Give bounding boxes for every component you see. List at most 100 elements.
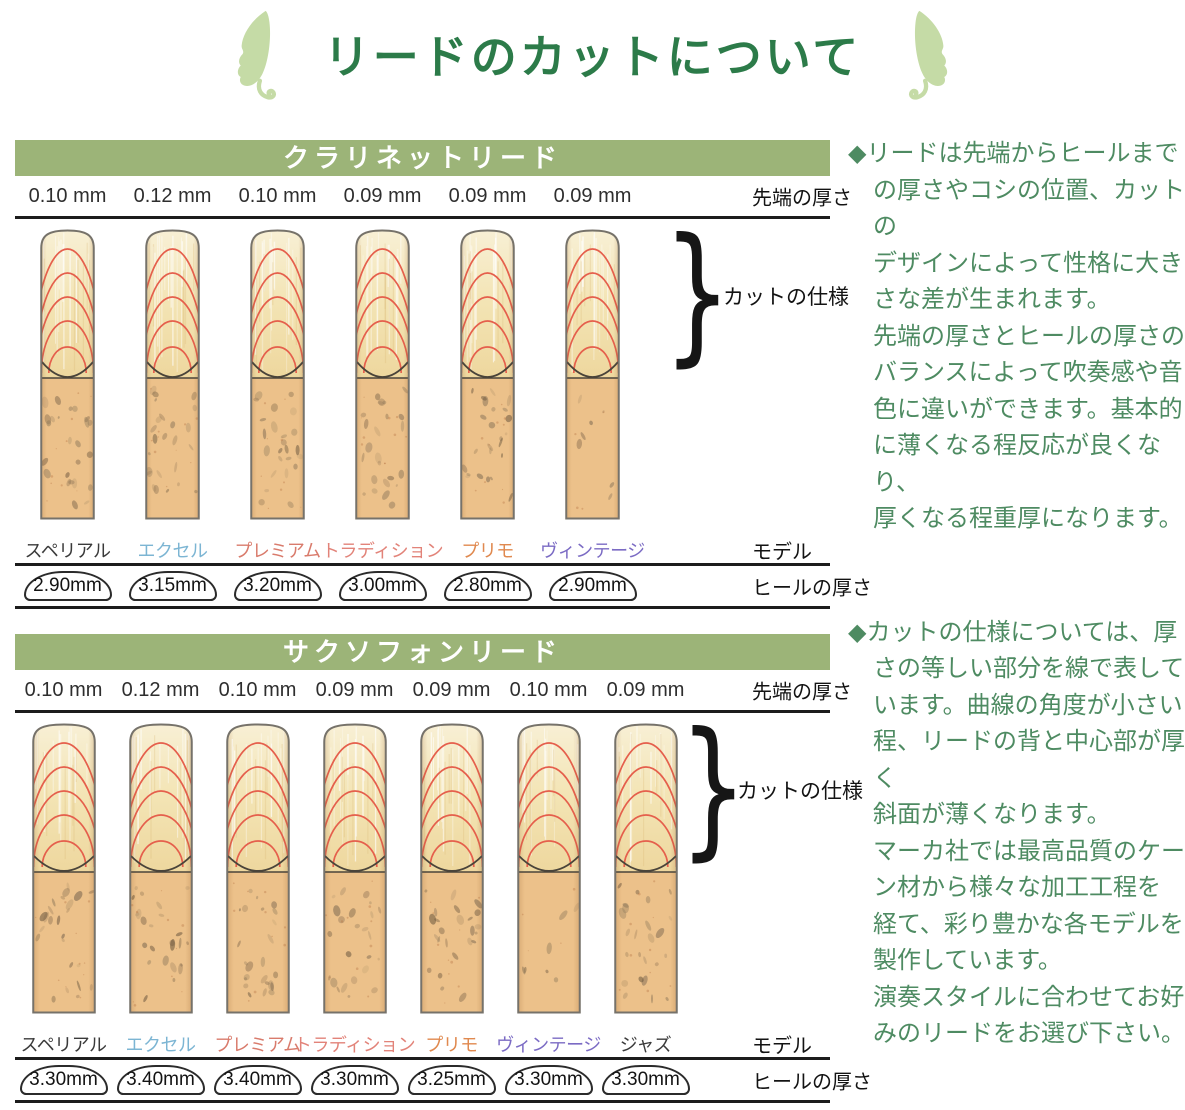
page-header: リードのカットについて xyxy=(0,8,1185,100)
reed-image xyxy=(516,723,581,1014)
heel-row: 3.30mm 3.40mm 3.40mm 3.30mm 3.25mm 3.30mm 3.30… xyxy=(15,1060,872,1100)
reed-image xyxy=(128,723,193,1014)
model-name: ヴィンテージ xyxy=(540,541,645,561)
reed-image xyxy=(613,723,678,1014)
model-name: プレミアム xyxy=(214,1035,301,1055)
heel-thickness-value: 3.30mm xyxy=(19,1065,108,1095)
heel-thickness-value: 3.00mm xyxy=(338,571,427,601)
heel-thickness-value: 2.90mm xyxy=(548,571,637,601)
tip-thickness-value: 0.09 mm xyxy=(606,678,685,701)
model-name: プレミアム xyxy=(234,541,321,561)
tip-thickness-value: 0.10 mm xyxy=(238,184,317,207)
tip-row: 0.10 mm 0.12 mm 0.10 mm 0.09 mm 0.09 mm 0.10 … xyxy=(15,670,852,710)
reed-column xyxy=(500,722,597,1014)
note-cut-spec: ◆カットの仕様については、厚 さの等しい部分を線で表して います。曲線の角度が小… xyxy=(848,618,1185,1048)
heel-thickness-value: 3.40mm xyxy=(116,1065,205,1095)
reed-column xyxy=(306,722,403,1014)
cut-spec-brace: } xyxy=(679,701,748,875)
model-name: エクセル xyxy=(125,1035,197,1055)
note-reed-balance: ◆リードは先端からヒールまで の厚さやコシの位置、カットの デザインによって性格… xyxy=(848,140,1185,532)
reed-image xyxy=(225,723,290,1014)
tip-row: 0.10 mm 0.12 mm 0.10 mm 0.09 mm 0.09 mm 0.09 … xyxy=(15,176,852,216)
reed-image xyxy=(460,229,515,520)
model-name: プリモ xyxy=(425,1035,478,1055)
model-row: スペリアル エクセル プレミアム トラディション プリモ ヴィンテージ ジャズ モデル xyxy=(15,1031,830,1058)
divider xyxy=(15,606,830,609)
divider xyxy=(15,563,830,566)
divider xyxy=(15,1100,830,1103)
heel-thickness-value: 2.80mm xyxy=(443,571,532,601)
reed-column xyxy=(597,722,694,1014)
reed-column xyxy=(15,722,112,1014)
heel-thickness-value: 3.20mm xyxy=(233,571,322,601)
tip-thickness-value: 0.10 mm xyxy=(509,678,588,701)
tip-thickness-value: 0.10 mm xyxy=(218,678,297,701)
reed-column xyxy=(209,722,306,1014)
model-name: トラディション xyxy=(321,541,444,561)
model-name: エクセル xyxy=(137,541,209,561)
leaf-ornament-left-icon xyxy=(230,8,284,100)
heel-row-heading: ヒールの厚さ xyxy=(752,1071,872,1094)
model-row-heading: モデル xyxy=(752,541,812,564)
tip-thickness-value: 0.09 mm xyxy=(448,184,527,207)
tip-thickness-value: 0.10 mm xyxy=(28,184,107,207)
divider xyxy=(15,710,830,713)
reed-image xyxy=(40,229,95,520)
divider xyxy=(15,216,830,219)
notes-column: ◆リードは先端からヒールまで の厚さやコシの位置、カットの デザインによって性格… xyxy=(848,136,1185,1053)
model-row: スペリアル エクセル プレミアム トラディション プリモ ヴィンテージ モデル xyxy=(15,537,830,564)
heel-thickness-value: 3.30mm xyxy=(504,1065,593,1095)
cut-spec-label: カットの仕様 xyxy=(723,286,849,309)
tip-row-heading: 先端の厚さ xyxy=(752,681,852,704)
reed-column xyxy=(225,228,330,520)
reed-row: } カットの仕様 xyxy=(15,207,849,537)
reed-row: } カットの仕様 xyxy=(15,701,863,1031)
cut-spec-label: カットの仕様 xyxy=(737,780,863,803)
reed-column xyxy=(330,228,435,520)
tip-thickness-value: 0.12 mm xyxy=(133,184,212,207)
tip-row-heading: 先端の厚さ xyxy=(752,187,852,210)
heel-row: 2.90mm 3.15mm 3.20mm 3.00mm 2.80mm 2.90mm ヒール… xyxy=(15,566,872,606)
reed-column xyxy=(15,228,120,520)
reed-image xyxy=(355,229,410,520)
heel-thickness-value: 3.25mm xyxy=(407,1065,496,1095)
model-name: トラディション xyxy=(293,1035,416,1055)
reed-column xyxy=(120,228,225,520)
tip-thickness-value: 0.12 mm xyxy=(121,678,200,701)
reed-image xyxy=(145,229,200,520)
reed-image xyxy=(565,229,620,520)
divider xyxy=(15,1057,830,1060)
reed-image xyxy=(250,229,305,520)
heel-thickness-value: 2.90mm xyxy=(23,571,112,601)
heel-thickness-value: 3.15mm xyxy=(128,571,217,601)
heel-thickness-value: 3.40mm xyxy=(213,1065,302,1095)
section-header: サクソフォンリード xyxy=(15,634,830,670)
tip-thickness-value: 0.09 mm xyxy=(412,678,491,701)
reed-column xyxy=(540,228,645,520)
reed-column xyxy=(435,228,540,520)
model-name: ジャズ xyxy=(619,1035,672,1055)
reed-column xyxy=(403,722,500,1014)
reed-sections-container: クラリネットリード 0.10 mm 0.12 mm 0.10 mm 0.09 mm 0.… xyxy=(15,140,872,1110)
reed-image xyxy=(419,723,484,1014)
model-name: プリモ xyxy=(461,541,514,561)
model-name: スペリアル xyxy=(24,541,111,561)
leaf-ornament-right-icon xyxy=(901,8,955,100)
section-header: クラリネットリード xyxy=(15,140,830,176)
cut-spec-brace: } xyxy=(663,207,732,381)
heel-thickness-value: 3.30mm xyxy=(601,1065,690,1095)
model-row-heading: モデル xyxy=(752,1035,812,1058)
heel-thickness-value: 3.30mm xyxy=(310,1065,399,1095)
reed-image xyxy=(322,723,387,1014)
page-title: リードのカットについて xyxy=(323,31,862,83)
section-saxophone: サクソフォンリード 0.10 mm 0.12 mm 0.10 mm 0.09 mm 0.… xyxy=(15,634,872,1103)
tip-thickness-value: 0.09 mm xyxy=(343,184,422,207)
section-clarinet: クラリネットリード 0.10 mm 0.12 mm 0.10 mm 0.09 mm 0.… xyxy=(15,140,872,609)
tip-thickness-value: 0.09 mm xyxy=(315,678,394,701)
tip-thickness-value: 0.10 mm xyxy=(24,678,103,701)
reed-image xyxy=(31,723,96,1014)
model-name: スペリアル xyxy=(20,1035,107,1055)
reed-column xyxy=(112,722,209,1014)
model-name: ヴィンテージ xyxy=(496,1035,601,1055)
